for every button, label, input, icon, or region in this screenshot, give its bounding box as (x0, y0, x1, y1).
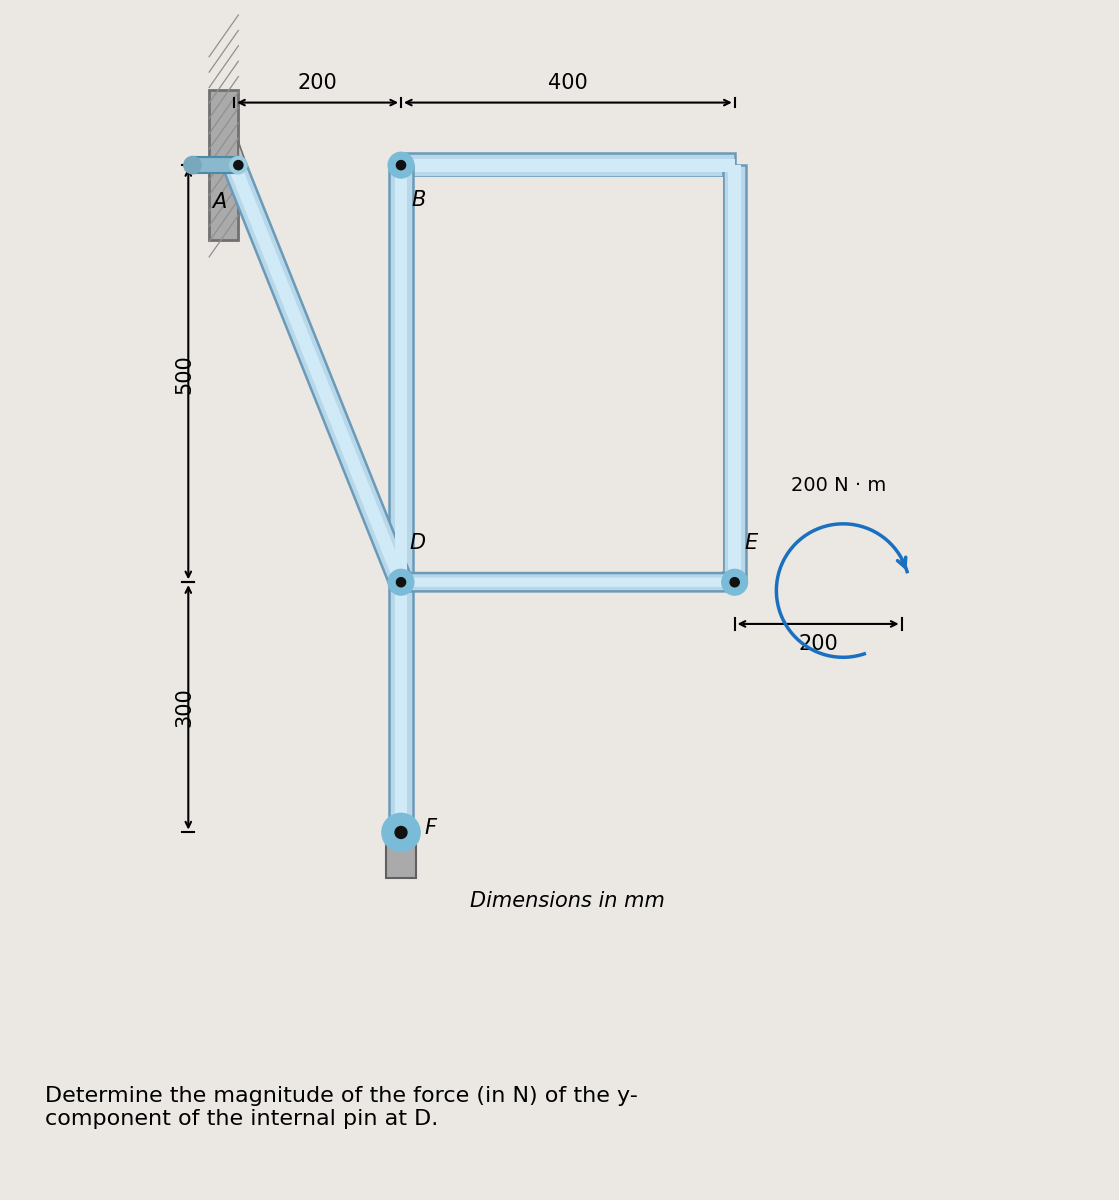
Text: 400: 400 (548, 72, 587, 92)
FancyBboxPatch shape (401, 577, 744, 587)
Bar (401, 154, 735, 176)
Circle shape (185, 157, 200, 174)
Text: E: E (744, 533, 758, 553)
Polygon shape (238, 142, 246, 188)
Bar (413, 176, 723, 570)
Text: Determine the magnitude of the force (in N) of the y-
component of the internal : Determine the magnitude of the force (in… (45, 1086, 638, 1129)
Text: B: B (411, 190, 425, 210)
Text: D: D (410, 533, 425, 553)
Text: 200: 200 (798, 634, 838, 654)
Bar (209, 90, 238, 240)
Bar (192, 157, 238, 174)
Bar (728, 166, 741, 582)
Bar (224, 161, 412, 587)
Circle shape (388, 152, 414, 178)
Circle shape (388, 570, 414, 595)
FancyBboxPatch shape (401, 574, 744, 592)
Text: F: F (424, 818, 436, 839)
Circle shape (231, 157, 246, 174)
Circle shape (234, 161, 243, 169)
Bar (389, 166, 413, 582)
Text: 300: 300 (175, 688, 194, 727)
Bar (389, 582, 413, 833)
Bar (395, 582, 407, 833)
Circle shape (396, 161, 405, 169)
Circle shape (396, 577, 405, 587)
Circle shape (730, 577, 740, 587)
Circle shape (395, 827, 407, 839)
Bar (386, 833, 415, 878)
Bar (723, 166, 746, 582)
Text: 500: 500 (175, 354, 194, 394)
Circle shape (383, 814, 420, 851)
Text: A: A (211, 192, 226, 212)
Circle shape (722, 570, 747, 595)
Bar (395, 166, 407, 582)
Bar (228, 163, 407, 584)
Text: 200 N · m: 200 N · m (791, 475, 886, 494)
Bar (401, 158, 735, 172)
Text: Dimensions in mm: Dimensions in mm (470, 890, 666, 911)
Text: 200: 200 (298, 72, 338, 92)
